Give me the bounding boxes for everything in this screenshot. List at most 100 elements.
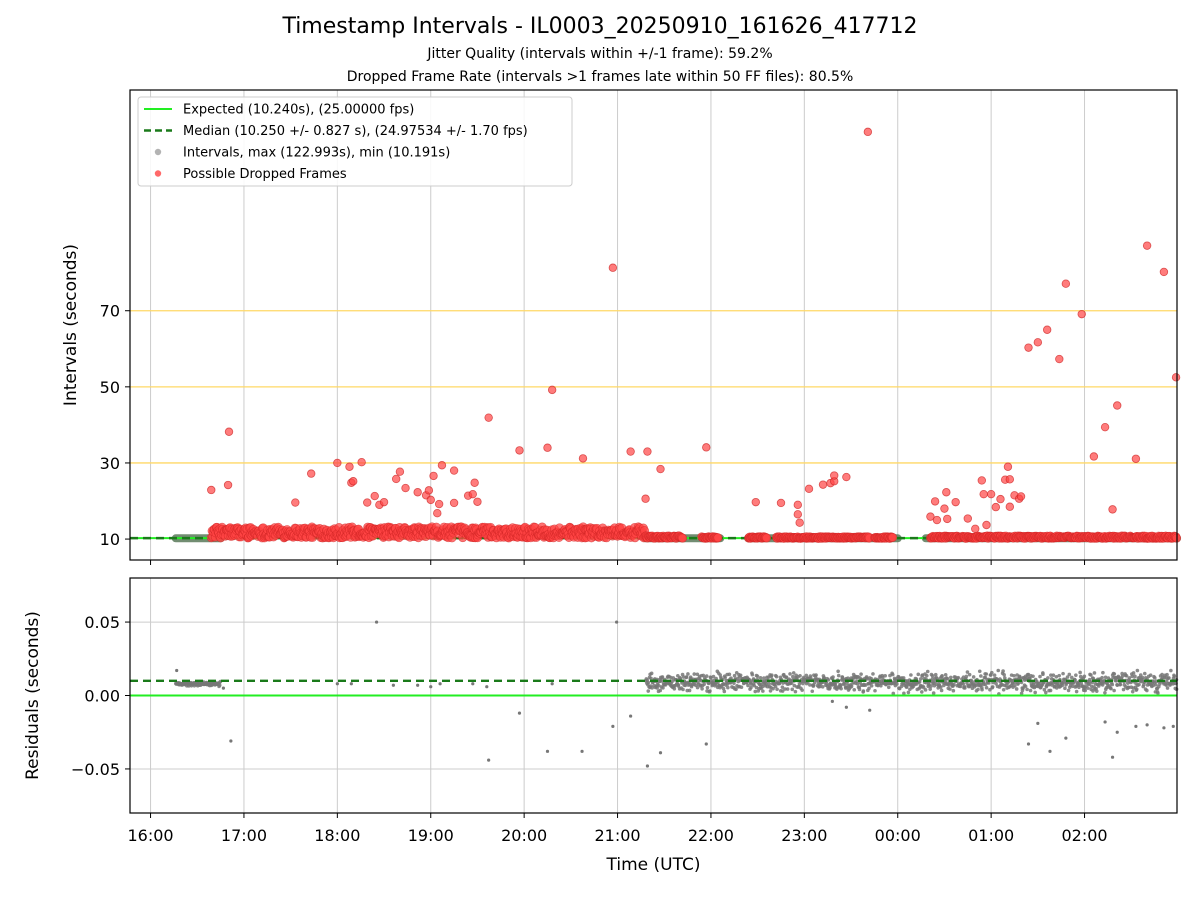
intervals-axes-frame: [129, 89, 1178, 561]
residual-point: [1019, 691, 1024, 696]
y-tick-label: 0.00: [84, 687, 120, 706]
residual-point: [890, 672, 895, 677]
residual-point: [650, 686, 654, 690]
residual-point: [989, 670, 994, 675]
residual-point: [1064, 736, 1068, 740]
residual-point: [1112, 688, 1116, 693]
residual-point: [1086, 686, 1090, 690]
residual-point: [1162, 726, 1166, 730]
residual-point: [1114, 678, 1119, 683]
residual-point: [964, 674, 969, 679]
dropped-frame-point: [979, 489, 988, 499]
residual-point: [545, 749, 550, 753]
residual-point: [1001, 687, 1006, 692]
residual-point: [793, 689, 798, 694]
residual-point: [1154, 683, 1158, 687]
residual-point: [1172, 674, 1177, 679]
residual-point: [646, 689, 651, 693]
residual-point: [374, 620, 379, 624]
residual-point: [1078, 674, 1083, 679]
residual-point: [1110, 682, 1115, 687]
residual-point: [738, 673, 743, 678]
dropped-frame-point: [626, 447, 635, 456]
dropped-frame-point: [306, 469, 316, 478]
dropped-frame-point: [433, 508, 442, 518]
dropped-frame-point: [1005, 475, 1015, 484]
residual-point: [788, 672, 792, 676]
residual-point: [928, 687, 932, 691]
residual-point: [349, 682, 353, 686]
residual-point: [1091, 676, 1096, 681]
residual-point: [906, 690, 911, 695]
y-tick-label: 30: [100, 454, 120, 473]
x-tick-label: 22:00: [688, 826, 734, 845]
residual-point: [726, 685, 730, 690]
x-axis-label: Time (UTC): [606, 855, 701, 875]
y-axis-label: Intervals (seconds): [61, 244, 81, 406]
residual-point: [810, 689, 815, 694]
legend-box: [137, 96, 573, 187]
residual-point: [1165, 686, 1170, 690]
dropped-frame-point: [996, 494, 1005, 504]
residual-point: [660, 675, 665, 679]
residual-point: [670, 679, 675, 684]
residual-point: [721, 686, 726, 691]
residual-point: [1001, 669, 1005, 673]
residual-point: [979, 674, 983, 678]
residual-point: [706, 681, 711, 686]
residual-point: [777, 681, 782, 686]
residual-point: [938, 685, 943, 690]
residual-point: [649, 676, 653, 681]
residual-point: [1130, 674, 1134, 679]
dropped-frame-point: [926, 512, 935, 521]
residual-point: [1083, 688, 1088, 693]
residual-point: [629, 714, 633, 718]
residual-point: [771, 686, 775, 691]
residual-point: [1038, 674, 1042, 679]
x-tick-label: 21:00: [594, 826, 640, 845]
residual-point: [749, 685, 753, 690]
residual-point: [831, 675, 835, 679]
residual-point: [760, 684, 765, 689]
dropped-frame-point: [413, 488, 422, 497]
residual-point: [1115, 730, 1119, 734]
x-tick-label: 23:00: [781, 826, 827, 845]
dropped-frame-point: [207, 485, 216, 495]
residual-point: [994, 681, 998, 686]
residual-point: [1066, 688, 1071, 693]
residual-point: [1101, 670, 1105, 675]
residual-point: [869, 676, 874, 681]
y-tick-label: −0.05: [71, 760, 120, 779]
dropped-frame-point: [795, 518, 804, 527]
dropped-frame-point: [401, 483, 410, 493]
dropped-frame-point: [818, 480, 828, 489]
residual-point: [335, 682, 339, 686]
dropped-frame-point: [429, 471, 438, 481]
residual-point: [702, 682, 706, 687]
x-tick-label: 19:00: [408, 826, 454, 845]
residual-point: [836, 669, 840, 674]
residual-point: [1073, 678, 1077, 682]
residual-point: [517, 711, 522, 715]
residual-point: [1134, 724, 1138, 728]
residual-point: [1079, 681, 1084, 686]
dropped-frame-point: [963, 514, 972, 523]
residual-point: [615, 620, 619, 624]
residual-point: [1103, 675, 1108, 680]
residual-point: [1061, 671, 1065, 676]
residual-point: [952, 682, 956, 687]
dropped-frame-point: [543, 443, 552, 452]
residual-point: [580, 749, 584, 753]
residual-point: [836, 673, 841, 678]
residual-point: [1021, 686, 1025, 690]
dropped-frame-point: [363, 498, 372, 507]
residual-point: [1153, 676, 1157, 680]
dropped-frame-point: [793, 510, 803, 519]
dropped-frame-point: [940, 504, 949, 513]
residual-point: [767, 681, 771, 686]
residual-point: [976, 687, 980, 692]
residual-point: [722, 689, 727, 694]
dropped-frame-point: [991, 502, 1001, 512]
dropped-frame-point: [578, 454, 588, 463]
residual-point: [1120, 674, 1125, 678]
